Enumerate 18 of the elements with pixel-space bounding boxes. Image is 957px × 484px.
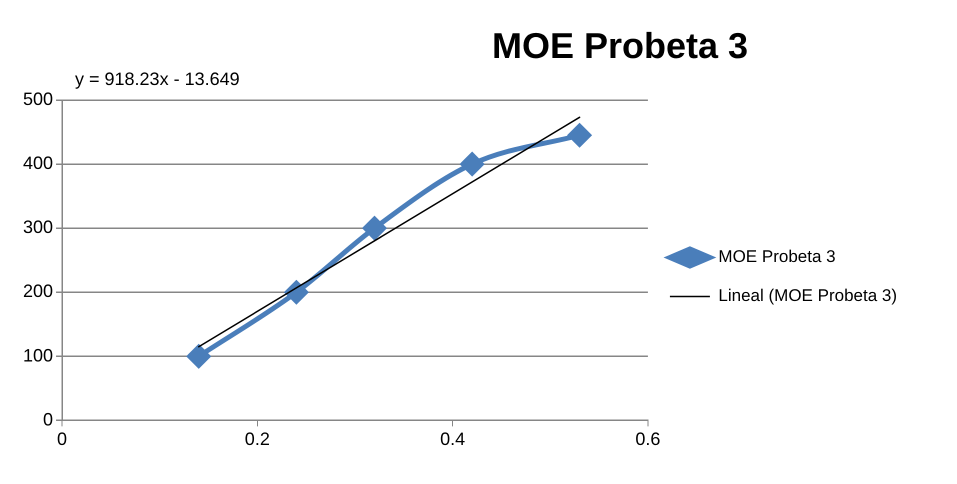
point bbox=[568, 124, 592, 147]
y-tick-label: 300 bbox=[22, 217, 54, 238]
chart-title: MOE Probeta 3 bbox=[492, 24, 748, 66]
y-tick-label: 100 bbox=[22, 345, 54, 366]
point bbox=[187, 344, 210, 368]
point bbox=[460, 152, 484, 176]
y-tick-label: 200 bbox=[22, 281, 54, 302]
legend-label: Lineal (MOE Probeta 3) bbox=[718, 286, 898, 306]
point bbox=[363, 216, 386, 240]
text: y = 918.23x - 13.649 bbox=[75, 68, 240, 89]
y-tick-label: 500 bbox=[22, 88, 54, 109]
x-tick-label: 0 bbox=[57, 429, 68, 450]
x-tick-label: 0.4 bbox=[440, 429, 466, 450]
x-tick-label: 0.6 bbox=[635, 429, 660, 450]
x-tick-label: 0.2 bbox=[244, 429, 270, 450]
y-tick-label: 400 bbox=[22, 153, 54, 174]
y-tick-label: 0 bbox=[43, 409, 54, 430]
legend-label: MOE Probeta 3 bbox=[718, 247, 836, 266]
